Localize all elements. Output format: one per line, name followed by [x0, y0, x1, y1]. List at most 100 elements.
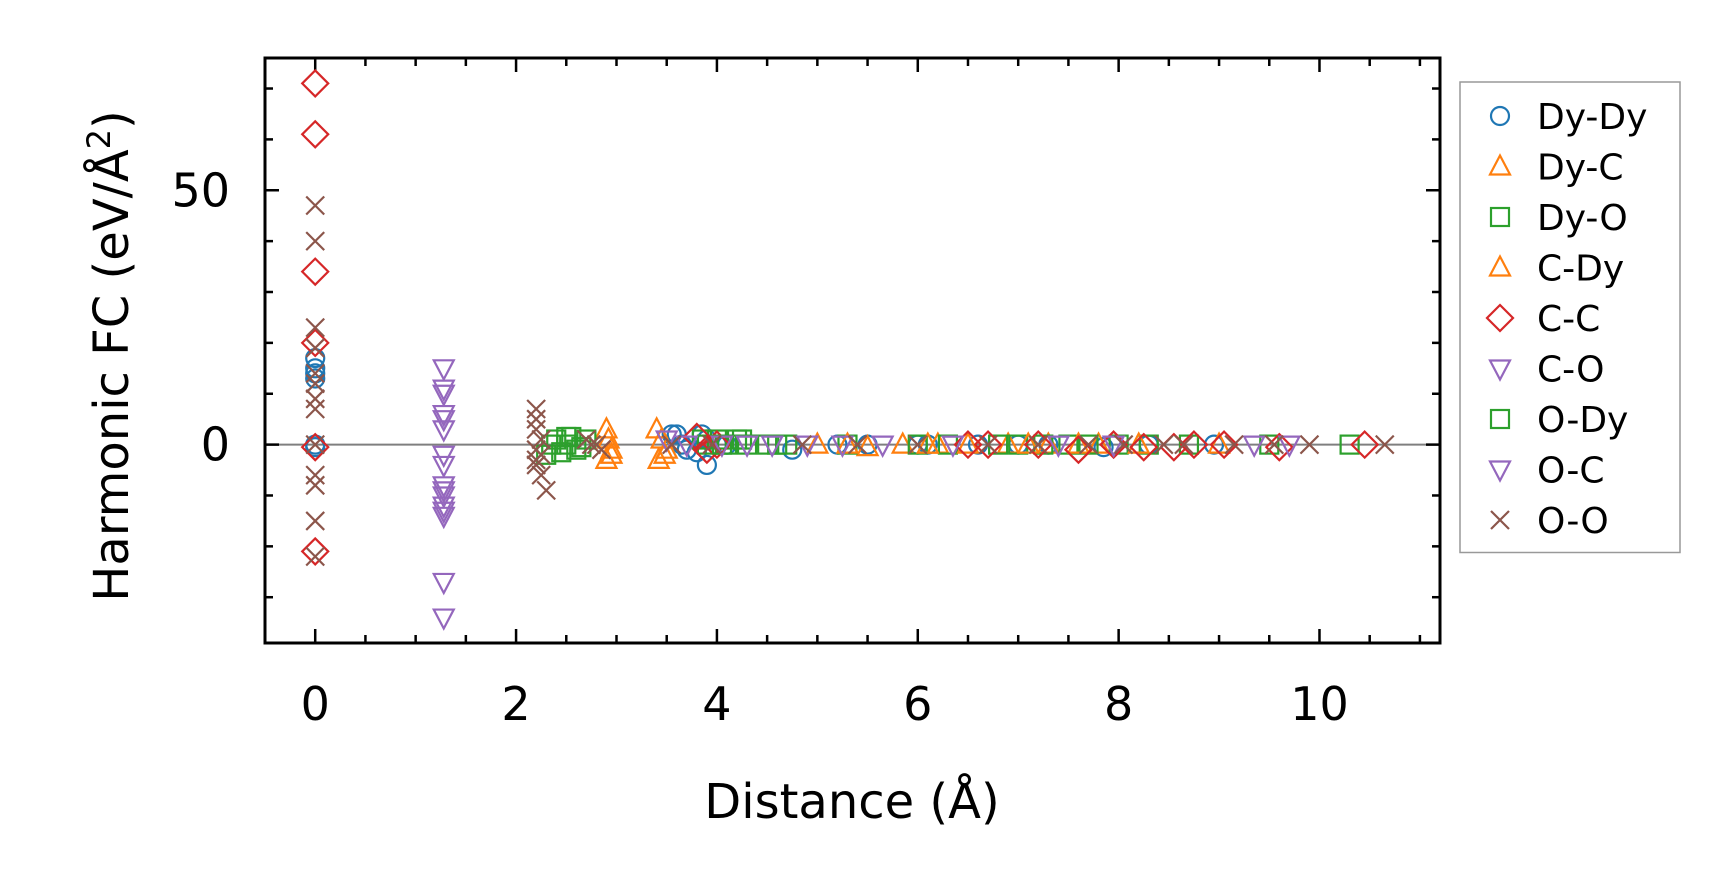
data-point [941, 435, 965, 458]
data-point [835, 431, 860, 454]
data-point [300, 68, 330, 98]
data-point [792, 434, 813, 455]
series-o-o [305, 195, 1395, 567]
data-point [1174, 434, 1194, 455]
legend-marker [1489, 105, 1511, 127]
data-point [1023, 430, 1053, 460]
legend: Dy-Dy Dy-C Dy-O C-Dy C-C C-O O-Dy O-C O-O [1459, 81, 1681, 554]
data-point [710, 435, 734, 458]
data-point [908, 434, 928, 455]
y-axis-label: Harmonic FC (eV/Å2) [80, 110, 140, 602]
x-tick-label: 2 [501, 677, 530, 731]
data-point [300, 119, 330, 149]
data-point [682, 422, 712, 452]
y-axis-label-superscript: 2 [80, 129, 118, 149]
data-point [431, 572, 456, 596]
data-point [731, 429, 753, 450]
data-point [526, 409, 546, 429]
x-tick-label: 8 [1104, 677, 1133, 731]
data-point [305, 317, 325, 338]
scatter-marks [300, 68, 1395, 631]
legend-label: O-O [1537, 501, 1609, 542]
data-point [305, 358, 326, 379]
data-point [1374, 434, 1395, 455]
data-point [1299, 434, 1320, 455]
data-point [735, 435, 759, 458]
data-point [847, 434, 868, 455]
data-point [1078, 434, 1099, 455]
data-point [591, 439, 612, 460]
data-point [1016, 431, 1041, 454]
series-c-o [431, 359, 456, 631]
plot-frame [263, 56, 1442, 645]
legend-marker [1489, 408, 1511, 430]
data-point [1264, 432, 1294, 462]
legend-label: C-O [1537, 350, 1604, 391]
data-point [1242, 435, 1267, 458]
data-point [305, 368, 326, 389]
data-point [305, 475, 325, 496]
y-tick-label: 50 [171, 163, 230, 217]
x-tick-label: 10 [1290, 677, 1349, 731]
data-point [1179, 430, 1209, 460]
data-point [431, 481, 456, 504]
data-point [652, 441, 677, 464]
data-point [300, 328, 330, 358]
data-point [1154, 434, 1174, 455]
data-point [581, 434, 602, 455]
plot-border [263, 56, 1442, 645]
legend-label: C-Dy [1537, 249, 1624, 290]
data-point [1101, 435, 1126, 458]
data-point [305, 195, 325, 216]
data-point [594, 415, 619, 439]
data-point [531, 429, 551, 450]
data-point [556, 426, 577, 448]
legend-marker [1488, 153, 1512, 176]
data-point [305, 389, 325, 409]
data-point [300, 257, 330, 287]
data-point [1046, 435, 1071, 458]
x-tick-label: 6 [903, 677, 932, 731]
data-point [1113, 434, 1134, 455]
data-point [431, 379, 456, 403]
data-point [431, 384, 456, 408]
data-point [855, 433, 880, 457]
data-point [526, 455, 546, 475]
data-point [305, 437, 326, 458]
legend-label: C-C [1537, 299, 1600, 340]
data-point [956, 431, 980, 454]
data-point [760, 435, 784, 458]
x-tick-label: 0 [301, 677, 330, 731]
data-point [830, 435, 855, 458]
x-axis-label: Distance (Å) [704, 773, 999, 830]
data-point [654, 430, 679, 453]
legend-marker [1490, 510, 1510, 530]
data-point [1224, 434, 1244, 455]
legend-marker [1485, 303, 1515, 333]
data-point [526, 450, 546, 470]
data-point [305, 399, 325, 419]
data-point [1350, 430, 1380, 460]
data-point [696, 454, 717, 476]
data-point [431, 608, 456, 631]
data-point [915, 431, 940, 454]
legend-label: Dy-O [1537, 198, 1628, 239]
legend-label: Dy-C [1537, 148, 1624, 189]
data-point [870, 435, 895, 458]
data-point [305, 373, 325, 394]
x-tick-label: 4 [702, 677, 731, 731]
data-point [431, 506, 456, 530]
data-point [526, 419, 546, 440]
data-point [300, 536, 330, 566]
data-point [305, 338, 325, 358]
legend-label: O-C [1537, 451, 1604, 492]
data-point [1129, 432, 1159, 462]
data-point [1339, 434, 1360, 455]
data-point [305, 231, 325, 251]
legend-label: O-Dy [1537, 400, 1628, 441]
data-point [300, 432, 330, 462]
data-point [431, 501, 456, 525]
y-axis-label-close: ) [84, 110, 140, 129]
data-point [305, 434, 325, 455]
legend-label: Dy-Dy [1537, 97, 1647, 138]
